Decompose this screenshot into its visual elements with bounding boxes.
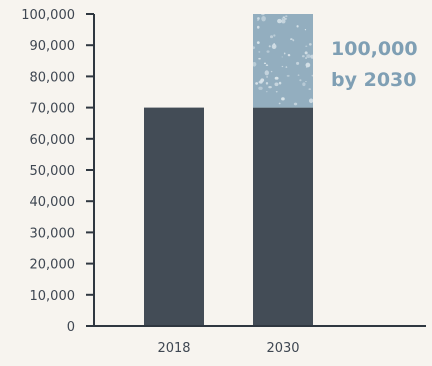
texture-speck [274,82,279,87]
texture-speck [311,74,313,77]
texture-speck [261,15,266,22]
texture-speck [274,76,279,80]
texture-speck [292,39,295,42]
texture-speck [277,18,282,24]
y-tick-label: 30,000 [30,226,76,241]
texture-speck [269,35,274,39]
y-tick-label: 50,000 [30,164,76,179]
texture-speck [271,43,277,50]
texture-speck [257,17,260,20]
texture-speck [283,52,286,55]
y-tick-labels: 0 10,000 20,000 30,000 40,000 50,000 60,000 70,… [21,8,75,335]
texture-speck [304,51,308,55]
texture-speck [310,54,313,59]
texture-speck [258,57,261,60]
texture-speck [281,65,284,68]
texture-speck [287,53,291,57]
texture-speck [281,17,284,20]
x-tick-label: 2018 [157,341,190,356]
texture-speck [258,86,263,90]
texture-speck [263,62,267,65]
texture-speck [261,14,265,16]
x-tick-labels: 2018 2030 [157,341,299,356]
texture-speck [305,66,308,68]
texture-speck [266,76,268,78]
texture-speck [270,70,273,73]
projection-texture [253,14,313,106]
bars-group [144,14,313,326]
texture-speck [268,45,271,48]
y-tick-label: 60,000 [30,133,76,148]
texture-speck [265,81,269,85]
texture-speck [302,82,306,87]
texture-speck [305,45,308,48]
texture-speck [290,38,293,40]
texture-speck [256,41,260,44]
texture-speck [253,61,257,67]
texture-speck [306,54,311,58]
texture-speck [308,98,313,104]
texture-speck [266,50,270,53]
texture-speck [264,70,269,76]
texture-speck [281,56,283,58]
annotation-line-2: by 2030 [331,69,416,91]
texture-speck [308,43,312,46]
texture-speck [282,16,286,19]
texture-speck [297,74,300,76]
texture-speck [253,46,256,50]
texture-speck [281,19,286,24]
texture-speck [308,88,312,90]
texture-speck [268,85,272,89]
texture-speck [257,19,259,22]
texture-speck [265,64,269,67]
texture-speck [286,74,290,77]
y-tick-label: 70,000 [30,102,76,117]
y-tick-label: 20,000 [30,258,76,273]
y-tick-label: 80,000 [30,70,76,85]
texture-speck [278,102,281,105]
texture-speck [304,28,307,31]
texture-speck [299,79,302,82]
y-tick-label: 10,000 [30,289,76,304]
texture-speck [305,80,307,83]
texture-speck [305,57,308,60]
bar-2030-series-2 [253,14,313,108]
y-tick-label: 40,000 [30,195,76,210]
texture-speck [258,51,261,53]
texture-speck [285,15,288,18]
x-tick-label: 2030 [266,341,299,356]
texture-speck [296,25,299,28]
texture-speck [296,61,300,65]
annotation-group: 100,000 by 2030 [331,38,418,91]
texture-speck [293,102,298,106]
bar-2030-series-1 [253,107,313,326]
texture-speck [265,91,268,93]
texture-speck [281,97,285,101]
texture-speck [285,66,288,68]
texture-speck [278,81,282,85]
axes-group [86,13,426,327]
texture-speck [301,55,305,58]
texture-speck [256,25,260,29]
y-tick-label: 100,000 [21,8,75,23]
bar-2018-series-1 [144,107,204,326]
texture-speck [305,62,311,68]
texture-speck [259,79,263,84]
texture-speck [273,34,276,37]
texture-speck [255,82,259,85]
annotation-line-1: 100,000 [331,38,418,60]
texture-speck [275,90,278,93]
texture-speck [283,17,287,20]
y-tick-label: 0 [67,320,75,335]
y-tick-label: 90,000 [30,39,76,54]
